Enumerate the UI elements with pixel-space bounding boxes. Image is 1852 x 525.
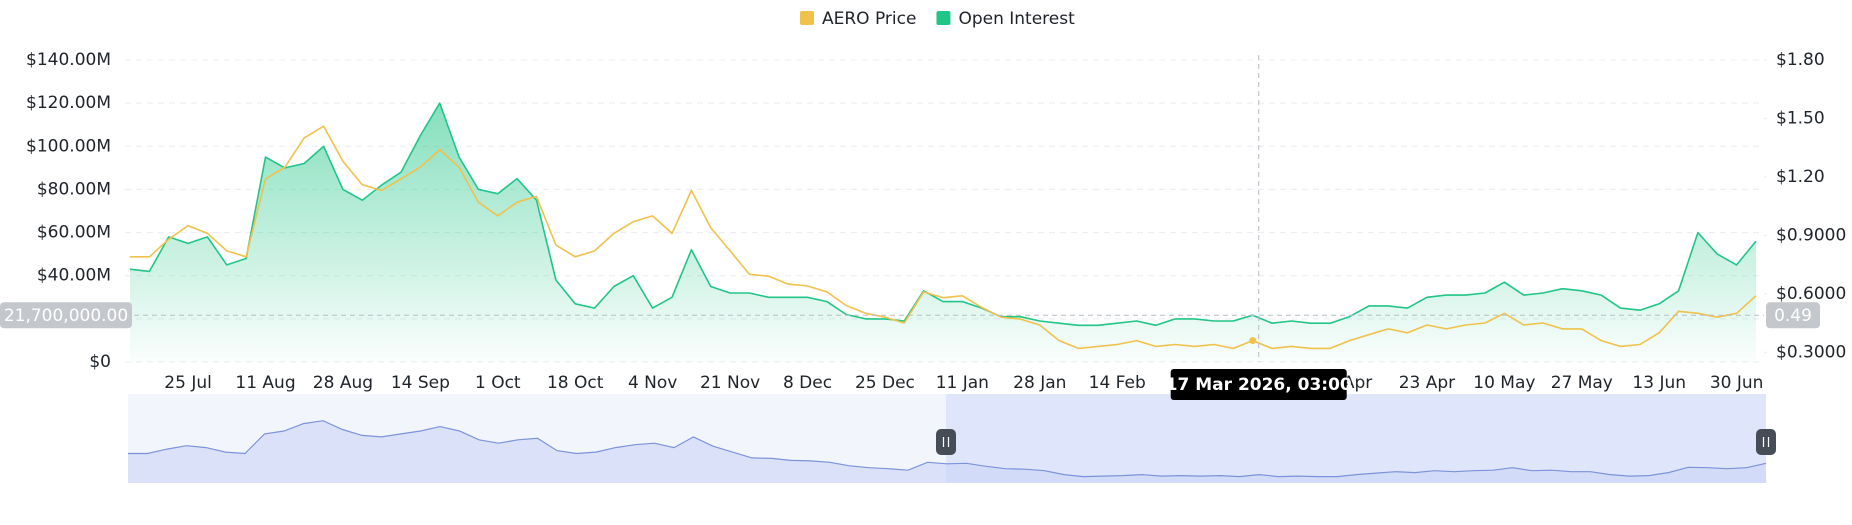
y-tick-label: $80.00M: [37, 179, 111, 199]
x-tick-label: 10 May: [1473, 373, 1535, 393]
x-tick-label: 27 May: [1551, 373, 1613, 393]
y-tick-label: $60.00M: [37, 223, 111, 243]
x-tick-label: 11 Jan: [936, 373, 989, 393]
legend[interactable]: AERO Price Open Interest: [800, 9, 1075, 29]
crosshair: 21,700,000.00 0.49 17 Mar 2026, 03:00: [0, 55, 1820, 400]
x-tick-label: 25 Jul: [164, 373, 212, 393]
navigator-area: [128, 420, 1766, 483]
hover-point: [1249, 337, 1257, 345]
y2-tick-label: $1.50: [1776, 108, 1825, 128]
navigator-handle[interactable]: [936, 429, 956, 455]
x-tick-label: 11 Aug: [235, 373, 295, 393]
y2-tick-label: $1.20: [1776, 167, 1825, 187]
x-tick-label: 18 Oct: [547, 373, 604, 393]
x-tick-label: 8 Dec: [783, 373, 832, 393]
y-tick-label: $120.00M: [26, 93, 111, 113]
y-tick-label: $100.00M: [26, 136, 111, 156]
x-tick-label: 13 Jun: [1632, 373, 1686, 393]
legend-label[interactable]: Open Interest: [958, 9, 1075, 29]
x-tick-label: 23 Apr: [1399, 373, 1455, 393]
x-tick-label: 14 Sep: [391, 373, 450, 393]
y2-tick-label: $0.9000: [1776, 225, 1846, 245]
x-tick-label: 30 Jun: [1710, 373, 1764, 393]
legend-swatch[interactable]: [800, 11, 814, 25]
navigator-handle[interactable]: [1756, 429, 1776, 455]
line: [129, 102, 1757, 327]
legend-swatch[interactable]: [936, 11, 951, 25]
y2-tick-label: $1.80: [1776, 50, 1825, 70]
range-navigator[interactable]: [128, 394, 1776, 483]
y-tick-label: $40.00M: [37, 266, 111, 286]
crosshair-y2-box: [1766, 302, 1820, 329]
y-tick-label: $0: [89, 352, 111, 372]
x-tick-label: 25 Dec: [855, 373, 915, 393]
axes: $0$20.00M$40.00M$60.00M$80.00M$100.00M$1…: [26, 50, 1846, 393]
x-tick-label: 28 Jan: [1013, 373, 1066, 393]
crosshair-y-box: [0, 302, 132, 329]
y2-tick-label: $0.3000: [1776, 342, 1846, 362]
y-tick-label: $140.00M: [26, 50, 111, 70]
crosshair-y-label: 21,700,000.00: [4, 306, 128, 326]
legend-label[interactable]: AERO Price: [822, 9, 916, 29]
crosshair-y2-label: 0.49: [1774, 306, 1812, 326]
crosshair-x-label: 17 Mar 2026, 03:00: [1166, 375, 1352, 395]
x-tick-label: 4 Nov: [628, 373, 677, 393]
plot-area: [129, 102, 1757, 362]
line: [130, 125, 1757, 350]
x-tick-label: 1 Oct: [475, 373, 521, 393]
area: [130, 103, 1756, 362]
x-tick-label: 14 Feb: [1089, 373, 1146, 393]
navigator-selection[interactable]: [946, 394, 1766, 483]
crosshair-x-box: [1170, 369, 1347, 400]
x-tick-label: 28 Aug: [313, 373, 373, 393]
x-tick-label: 21 Nov: [700, 373, 760, 393]
navigator-line: [128, 420, 1767, 478]
y2-tick-label: $0.6000: [1776, 284, 1846, 304]
